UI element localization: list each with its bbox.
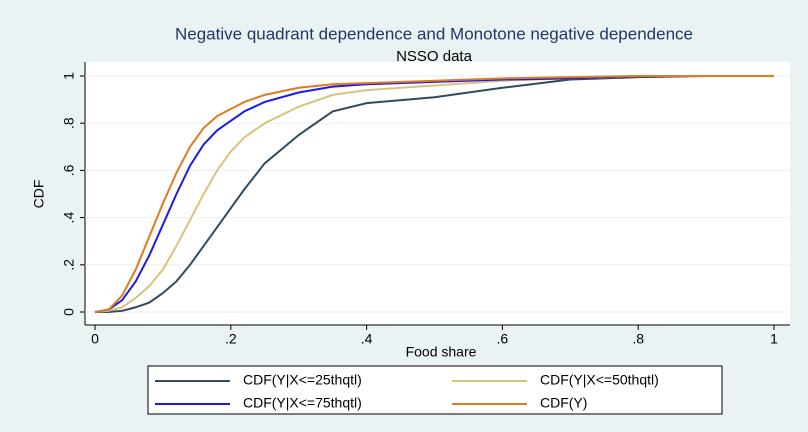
x-axis-label: Food share bbox=[406, 344, 477, 360]
x-tick-label: 1 bbox=[770, 331, 778, 347]
legend-label: CDF(Y|X<=25thqtl) bbox=[243, 372, 362, 388]
chart-subtitle: NSSO data bbox=[396, 48, 473, 65]
x-tick-label: .8 bbox=[632, 331, 644, 347]
y-tick-label: .4 bbox=[61, 212, 77, 224]
legend bbox=[147, 365, 723, 415]
y-tick-label: .8 bbox=[61, 117, 77, 129]
y-tick-label: .6 bbox=[61, 164, 77, 176]
y-axis-label: CDF bbox=[31, 180, 47, 209]
series-line bbox=[94, 75, 774, 313]
series-line bbox=[95, 75, 774, 313]
y-tick-label: 1 bbox=[61, 72, 77, 80]
chart-title: Negative quadrant dependence and Monoton… bbox=[175, 24, 693, 43]
y-tick-label: .2 bbox=[61, 259, 77, 271]
x-tick-label: 0 bbox=[91, 331, 99, 347]
y-tick-label: 0 bbox=[61, 308, 77, 316]
x-tick-label: .6 bbox=[497, 331, 509, 347]
x-tick-label: .4 bbox=[361, 331, 373, 347]
series-line bbox=[94, 75, 774, 313]
legend-label: CDF(Y|X<=75thqtl) bbox=[243, 395, 362, 411]
plot-area bbox=[85, 62, 790, 325]
legend-label: CDF(Y|X<=50thqtl) bbox=[540, 372, 659, 388]
legend-label: CDF(Y) bbox=[540, 395, 587, 411]
x-tick-label: .2 bbox=[225, 331, 237, 347]
